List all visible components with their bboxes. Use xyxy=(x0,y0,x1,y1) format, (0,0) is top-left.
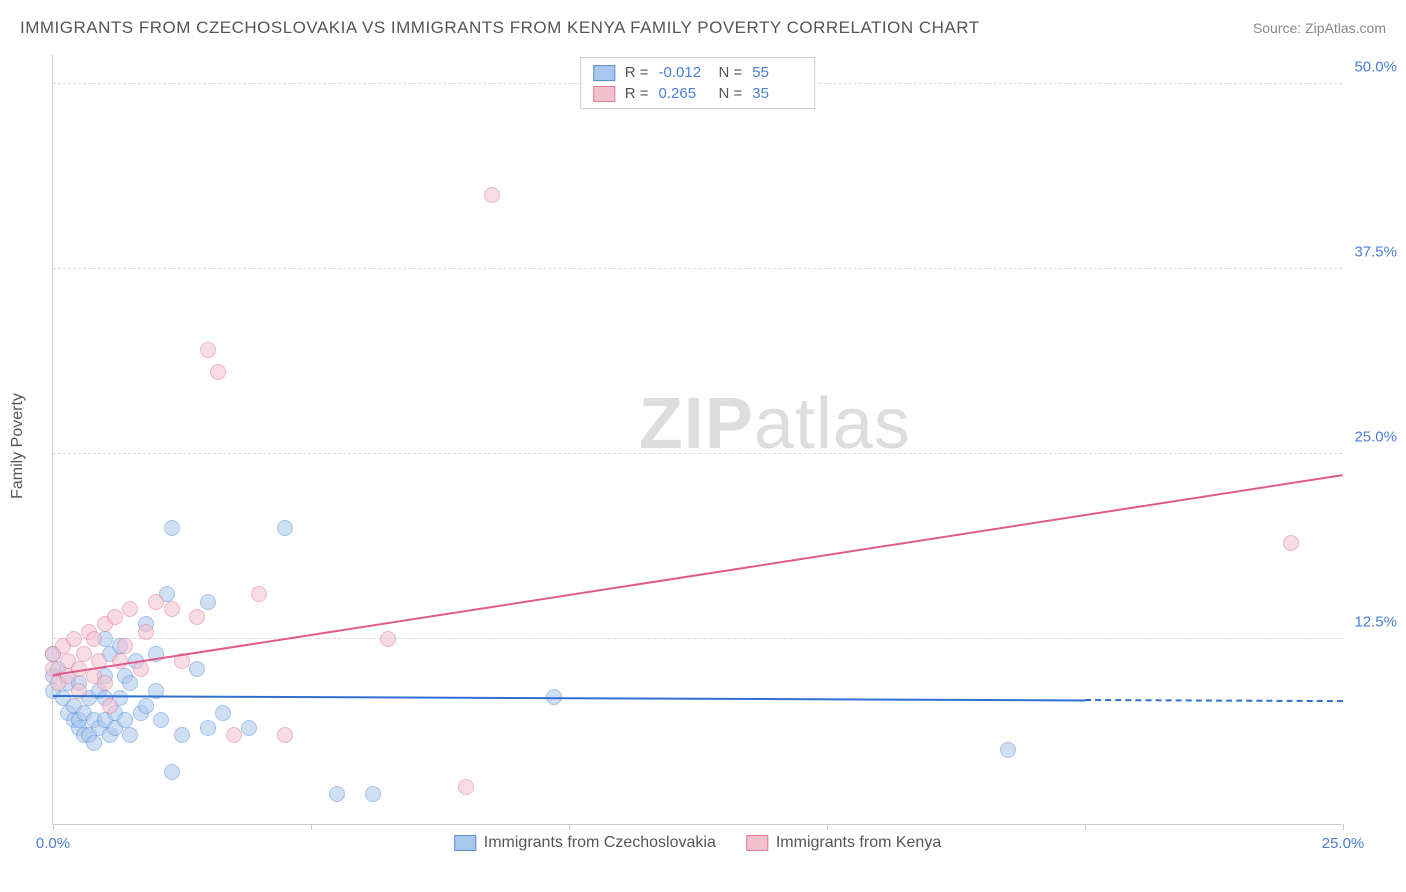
data-point xyxy=(200,720,216,736)
data-point xyxy=(200,594,216,610)
data-point xyxy=(138,624,154,640)
x-tick xyxy=(827,824,828,830)
data-point xyxy=(226,727,242,743)
source-label: Source: ZipAtlas.com xyxy=(1253,20,1386,36)
legend-swatch xyxy=(593,86,615,102)
data-point xyxy=(76,646,92,662)
x-tick xyxy=(1343,824,1344,830)
legend-swatch xyxy=(593,65,615,81)
data-point xyxy=(277,727,293,743)
legend-series: Immigrants from Czechoslovakia Immigrants… xyxy=(454,834,941,852)
data-point xyxy=(138,698,154,714)
x-tick xyxy=(311,824,312,830)
y-tick-label: 12.5% xyxy=(1354,613,1397,630)
legend-stats: R =-0.012N =55R =0.265N =35 xyxy=(580,57,816,109)
trend-line xyxy=(1085,699,1343,702)
data-point xyxy=(86,735,102,751)
plot-area: ZIPatlas 12.5%25.0%37.5%50.0%0.0%25.0%R … xyxy=(52,55,1342,825)
legend-series-item: Immigrants from Kenya xyxy=(746,834,941,852)
data-point xyxy=(210,364,226,380)
data-point xyxy=(484,187,500,203)
data-point xyxy=(241,720,257,736)
title-bar: IMMIGRANTS FROM CZECHOSLOVAKIA VS IMMIGR… xyxy=(20,18,1386,38)
data-point xyxy=(215,705,231,721)
grid-line xyxy=(53,453,1342,454)
data-point xyxy=(86,631,102,647)
x-tick-label: 25.0% xyxy=(1322,835,1365,852)
data-point xyxy=(122,727,138,743)
data-point xyxy=(1000,742,1016,758)
data-point xyxy=(122,675,138,691)
data-point xyxy=(153,712,169,728)
legend-stats-row: R =-0.012N =55 xyxy=(593,62,803,83)
data-point xyxy=(380,631,396,647)
data-point xyxy=(277,520,293,536)
data-point xyxy=(117,712,133,728)
data-point xyxy=(164,520,180,536)
trend-line xyxy=(53,695,1085,701)
trend-line xyxy=(53,474,1343,676)
data-point xyxy=(164,601,180,617)
data-point xyxy=(102,698,118,714)
data-point xyxy=(117,638,133,654)
data-point xyxy=(189,609,205,625)
data-point xyxy=(97,675,113,691)
data-point xyxy=(189,661,205,677)
data-point xyxy=(148,594,164,610)
data-point xyxy=(174,727,190,743)
x-tick xyxy=(569,824,570,830)
grid-line xyxy=(53,638,1342,639)
legend-swatch xyxy=(746,835,768,851)
data-point xyxy=(164,764,180,780)
legend-series-item: Immigrants from Czechoslovakia xyxy=(454,834,716,852)
data-point xyxy=(458,779,474,795)
x-tick xyxy=(53,824,54,830)
data-point xyxy=(251,586,267,602)
chart-title: IMMIGRANTS FROM CZECHOSLOVAKIA VS IMMIGR… xyxy=(20,18,980,38)
y-axis-label: Family Poverty xyxy=(9,393,27,499)
data-point xyxy=(329,786,345,802)
data-point xyxy=(200,342,216,358)
x-tick xyxy=(1085,824,1086,830)
data-point xyxy=(122,601,138,617)
data-point xyxy=(107,609,123,625)
data-point xyxy=(365,786,381,802)
y-tick-label: 37.5% xyxy=(1354,243,1397,260)
y-tick-label: 50.0% xyxy=(1354,58,1397,75)
legend-stats-row: R =0.265N =35 xyxy=(593,83,803,104)
data-point xyxy=(1283,535,1299,551)
y-tick-label: 25.0% xyxy=(1354,428,1397,445)
data-point xyxy=(112,653,128,669)
grid-line xyxy=(53,268,1342,269)
x-tick-label: 0.0% xyxy=(36,835,70,852)
data-point xyxy=(66,631,82,647)
legend-swatch xyxy=(454,835,476,851)
